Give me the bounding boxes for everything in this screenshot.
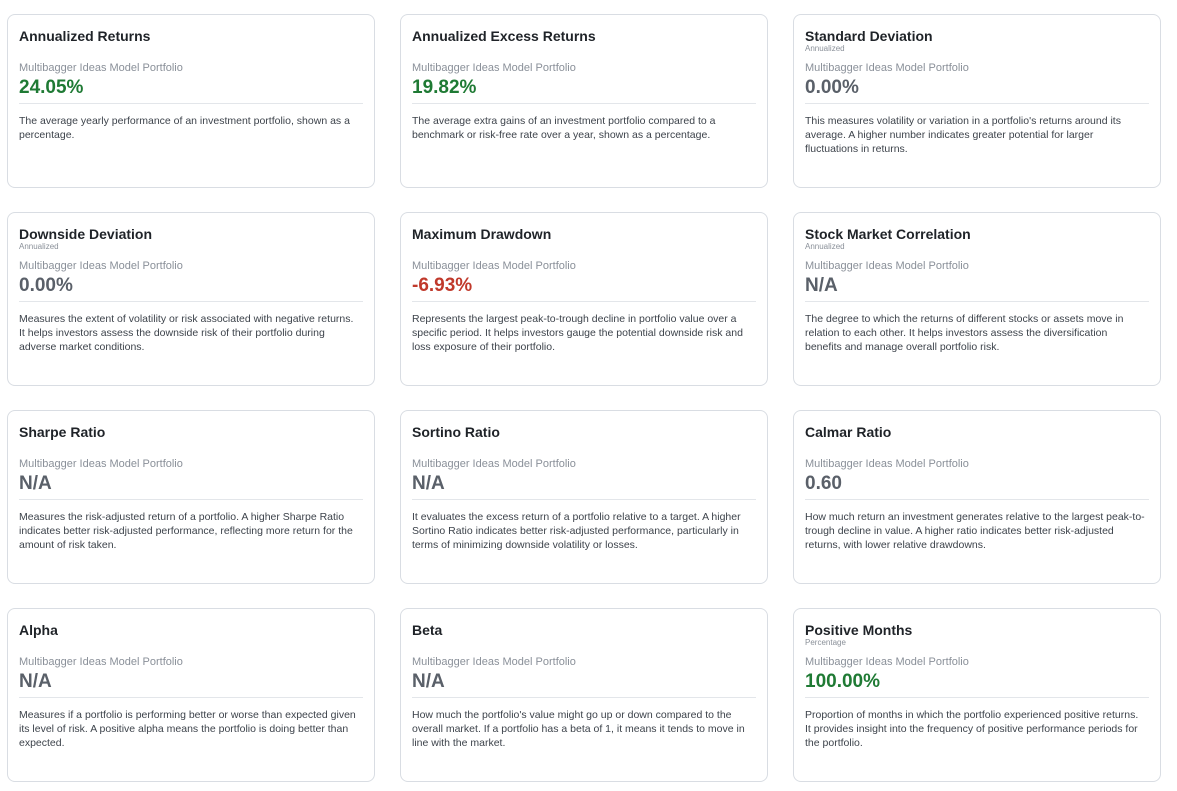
- card-header: Stock Market Correlation Annualized: [805, 225, 1149, 259]
- portfolio-name: Multibagger Ideas Model Portfolio: [412, 656, 576, 668]
- card-header: Alpha: [19, 621, 363, 655]
- card-title: Positive Months: [805, 622, 913, 638]
- metric-card-sortino-ratio: Sortino Ratio Multibagger Ideas Model Po…: [400, 410, 768, 584]
- card-title: Calmar Ratio: [805, 424, 892, 440]
- metric-card-beta: Beta Multibagger Ideas Model Portfolio N…: [400, 608, 768, 782]
- metric-value: 0.00%: [19, 275, 73, 296]
- divider: [412, 103, 756, 104]
- portfolio-name: Multibagger Ideas Model Portfolio: [19, 458, 183, 470]
- metric-value: N/A: [412, 473, 445, 494]
- card-description: Represents the largest peak-to-trough de…: [412, 313, 743, 353]
- card-header: Downside Deviation Annualized: [19, 225, 363, 259]
- card-title: Stock Market Correlation: [805, 226, 971, 242]
- card-description: How much return an investment generates …: [805, 511, 1145, 551]
- card-title: Annualized Excess Returns: [412, 28, 596, 44]
- card-header: Annualized Excess Returns: [412, 27, 756, 61]
- metric-card-annualized-excess-returns: Annualized Excess Returns Multibagger Id…: [400, 14, 768, 188]
- card-description: Measures the risk-adjusted return of a p…: [19, 511, 353, 551]
- metric-card-annualized-returns: Annualized Returns Multibagger Ideas Mod…: [7, 14, 375, 188]
- card-description: The degree to which the returns of diffe…: [805, 313, 1124, 353]
- card-subtitle: Annualized: [805, 242, 845, 251]
- divider: [805, 103, 1149, 104]
- card-header: Maximum Drawdown: [412, 225, 756, 259]
- metric-card-downside-deviation: Downside Deviation Annualized Multibagge…: [7, 212, 375, 386]
- card-description: This measures volatility or variation in…: [805, 115, 1121, 155]
- metric-card-stock-market-correlation: Stock Market Correlation Annualized Mult…: [793, 212, 1161, 386]
- card-description: Proportion of months in which the portfo…: [805, 709, 1139, 749]
- card-header: Positive Months Percentage: [805, 621, 1149, 655]
- metric-card-alpha: Alpha Multibagger Ideas Model Portfolio …: [7, 608, 375, 782]
- metric-value: N/A: [19, 671, 52, 692]
- card-description: It evaluates the excess return of a port…: [412, 511, 741, 551]
- metric-card-maximum-drawdown: Maximum Drawdown Multibagger Ideas Model…: [400, 212, 768, 386]
- metric-card-sharpe-ratio: Sharpe Ratio Multibagger Ideas Model Por…: [7, 410, 375, 584]
- divider: [19, 697, 363, 698]
- card-subtitle: Percentage: [805, 638, 846, 647]
- portfolio-name: Multibagger Ideas Model Portfolio: [805, 260, 969, 272]
- portfolio-name: Multibagger Ideas Model Portfolio: [412, 260, 576, 272]
- divider: [805, 697, 1149, 698]
- divider: [805, 301, 1149, 302]
- divider: [412, 697, 756, 698]
- metric-card-calmar-ratio: Calmar Ratio Multibagger Ideas Model Por…: [793, 410, 1161, 584]
- card-header: Calmar Ratio: [805, 423, 1149, 457]
- card-description: How much the portfolio's value might go …: [412, 709, 745, 749]
- card-title: Downside Deviation: [19, 226, 153, 242]
- card-description: Measures if a portfolio is performing be…: [19, 709, 356, 749]
- card-description: The average extra gains of an investment…: [412, 115, 716, 141]
- portfolio-name: Multibagger Ideas Model Portfolio: [805, 656, 969, 668]
- metric-value: 24.05%: [19, 77, 84, 98]
- card-title: Maximum Drawdown: [412, 226, 552, 242]
- metric-card-standard-deviation: Standard Deviation Annualized Multibagge…: [793, 14, 1161, 188]
- card-title: Annualized Returns: [19, 28, 151, 44]
- card-subtitle: Annualized: [19, 242, 59, 251]
- card-title: Beta: [412, 622, 443, 638]
- divider: [412, 301, 756, 302]
- metric-value: N/A: [19, 473, 52, 494]
- divider: [805, 499, 1149, 500]
- card-title: Sharpe Ratio: [19, 424, 106, 440]
- metric-value: N/A: [805, 275, 838, 296]
- card-description: The average yearly performance of an inv…: [19, 115, 350, 141]
- metric-card-positive-months: Positive Months Percentage Multibagger I…: [793, 608, 1161, 782]
- card-description: Measures the extent of volatility or ris…: [19, 313, 354, 353]
- metric-value: 100.00%: [805, 671, 881, 692]
- divider: [19, 103, 363, 104]
- metric-value: 19.82%: [412, 77, 477, 98]
- portfolio-name: Multibagger Ideas Model Portfolio: [805, 62, 969, 74]
- card-subtitle: Annualized: [805, 44, 845, 53]
- metric-value: 0.00%: [805, 77, 859, 98]
- card-header: Sharpe Ratio: [19, 423, 363, 457]
- portfolio-name: Multibagger Ideas Model Portfolio: [19, 62, 183, 74]
- card-title: Alpha: [19, 622, 58, 638]
- card-title: Sortino Ratio: [412, 424, 500, 440]
- card-header: Standard Deviation Annualized: [805, 27, 1149, 61]
- divider: [19, 301, 363, 302]
- metric-value: N/A: [412, 671, 445, 692]
- card-header: Beta: [412, 621, 756, 655]
- card-header: Sortino Ratio: [412, 423, 756, 457]
- portfolio-name: Multibagger Ideas Model Portfolio: [412, 62, 576, 74]
- card-title: Standard Deviation: [805, 28, 933, 44]
- card-header: Annualized Returns: [19, 27, 363, 61]
- portfolio-name: Multibagger Ideas Model Portfolio: [412, 458, 576, 470]
- divider: [19, 499, 363, 500]
- portfolio-name: Multibagger Ideas Model Portfolio: [805, 458, 969, 470]
- portfolio-name: Multibagger Ideas Model Portfolio: [19, 260, 183, 272]
- divider: [412, 499, 756, 500]
- metric-value: 0.60: [805, 473, 842, 494]
- metric-value: -6.93%: [412, 275, 473, 296]
- portfolio-name: Multibagger Ideas Model Portfolio: [19, 656, 183, 668]
